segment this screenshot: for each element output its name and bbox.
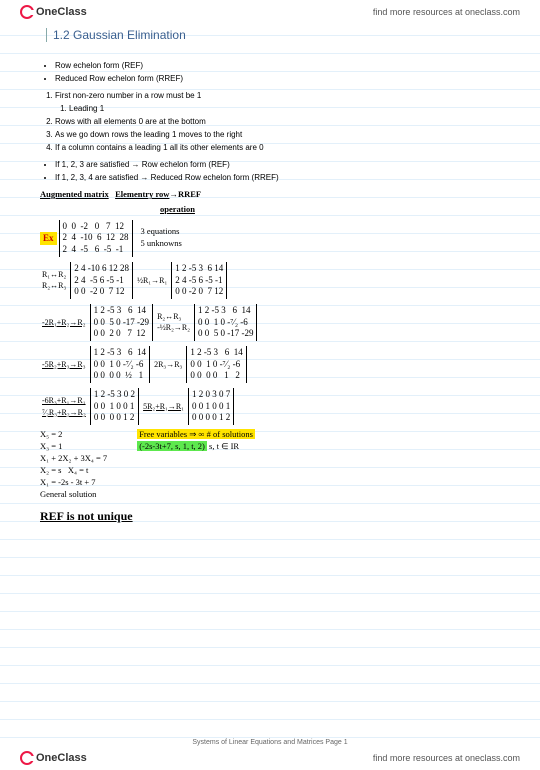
matrix: 1 2 -5 3 6 142 4 -5 6 -5 -10 0 -2 0 7 12: [171, 262, 227, 299]
rref-label: RREF: [178, 189, 201, 201]
sol-x2: X₂ = s: [40, 465, 61, 475]
example-badge: Ex: [40, 232, 57, 245]
summary-bullets: If 1, 2, 3 are satisfied → Row echelon f…: [55, 159, 520, 184]
logo-icon: [20, 751, 34, 765]
free-var: Free variables ⇒ ∞ # of solutions: [137, 429, 255, 439]
ref-bullets: Row echelon form (REF) Reduced Row echel…: [55, 60, 520, 85]
op: R₂↔R₃: [157, 312, 181, 321]
header: OneClass find more resources at oneclass…: [0, 0, 540, 24]
op: 5R₂+R₁→R₁: [143, 401, 184, 412]
rule: First non-zero number in a row must be 1: [55, 90, 520, 102]
matrix: 1 2 0 3 0 70 0 1 0 0 10 0 0 0 1 2: [188, 388, 234, 425]
sol-tuple: (-2s-3t+7, s, 1, t, 2): [137, 441, 207, 451]
matrix: 1 2 -5 3 6 140 0 1 0 -⁷⁄₂ -60 0 0 0 ½ 1: [90, 346, 151, 383]
bullet: Row echelon form (REF): [55, 60, 520, 72]
handwritten: Augmented matrix Elementry row → RREF op…: [40, 189, 520, 525]
matrix: 2 4 -10 6 12 282 4 -5 6 -5 -10 0 -2 0 7 …: [70, 262, 133, 299]
matrix: 1 2 -5 3 6 140 0 1 0 -⁷⁄₂ -60 0 0 0 1 2: [186, 346, 247, 383]
op-label: Elementry row: [115, 189, 169, 201]
sol-xe: X₁ + 2X₂ + 3X₄ = 7: [40, 453, 107, 465]
sol-x4: X₄ = t: [68, 465, 89, 475]
op-label2: operation: [160, 204, 195, 216]
gen-sol: General solution: [40, 489, 107, 501]
eq-count: 3 equations: [141, 226, 182, 238]
content: Row echelon form (REF) Reduced Row echel…: [40, 55, 520, 525]
rules-list: First non-zero number in a row must be 1…: [55, 90, 520, 154]
rule: If a column contains a leading 1 all its…: [55, 142, 520, 154]
op: -½R₂→R₂: [157, 323, 190, 332]
matrix: 1 2 -5 3 0 20 0 1 0 0 10 0 0 0 1 2: [90, 388, 139, 425]
unk-count: 5 unknowns: [141, 238, 182, 250]
logo: OneClass: [20, 5, 87, 19]
rule: As we go down rows the leading 1 moves t…: [55, 129, 520, 141]
st-domain: s, t ∈ IR: [209, 441, 239, 451]
op: R₂↔R₃: [42, 281, 66, 290]
op: -5R₂+R₃→R₃: [42, 359, 86, 370]
tagline-bottom: find more resources at oneclass.com: [373, 753, 520, 763]
matrix: 1 2 -5 3 6 140 0 5 0 -17 -290 0 2 0 7 12: [90, 304, 154, 341]
op: ½R₁→R₁: [137, 275, 167, 286]
bullet: Reduced Row echelon form (RREF): [55, 73, 520, 85]
bullet: If 1, 2, 3 are satisfied → Row echelon f…: [55, 159, 520, 171]
logo-footer: OneClass: [20, 751, 87, 765]
op: 2R₃→R₃: [154, 359, 182, 370]
op: ⁷⁄₂R₃+R₂→R₂: [42, 408, 86, 417]
arrow-icon: →: [169, 189, 178, 201]
brand-footer: OneClass: [36, 752, 87, 764]
sol-x1: X₁ = -2s - 3t + 7: [40, 477, 107, 489]
sol-x3: X₃ = 1: [40, 441, 107, 453]
logo-icon: [20, 5, 34, 19]
rule: Rows with all elements 0 are at the bott…: [55, 116, 520, 128]
op: -6R₃+R₁→R₁: [42, 396, 86, 405]
page-title: 1.2 Gaussian Elimination: [46, 28, 186, 42]
footer: OneClass find more resources at oneclass…: [0, 746, 540, 770]
sol-x5: X₅ = 2: [40, 429, 107, 441]
ref-note: REF is not unique: [40, 508, 520, 525]
bullet: If 1, 2, 3, 4 are satisfied → Reduced Ro…: [55, 172, 520, 184]
tagline-top: find more resources at oneclass.com: [373, 7, 520, 17]
brand: OneClass: [36, 6, 87, 18]
aug-label: Augmented matrix: [40, 189, 109, 201]
op: R₁↔R₂: [42, 270, 66, 279]
sub-rule: Leading 1: [69, 103, 520, 115]
op: -2R₁+R₂→R₂: [42, 317, 86, 328]
matrix: 1 2 -5 3 6 140 0 1 0 -⁷⁄₂ -60 0 5 0 -17 …: [194, 304, 258, 341]
matrix: 0 0 -2 0 7 12 2 4 -10 6 12 28 2 4 -5 6 -…: [59, 220, 133, 257]
page-number: Systems of Linear Equations and Matrices…: [0, 739, 540, 746]
